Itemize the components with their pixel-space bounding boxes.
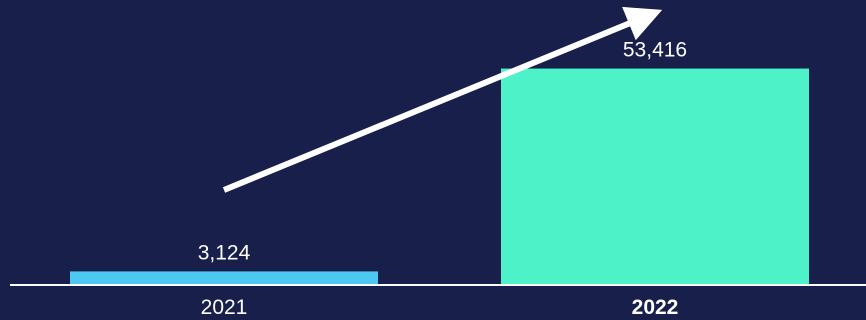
x-tick-label-2021: 2021 xyxy=(201,296,248,319)
data-label-2022: 53,416 xyxy=(623,39,687,62)
bars-layer xyxy=(70,68,809,284)
trend-arrow-icon xyxy=(222,6,663,193)
x-tick-label-2022: 2022 xyxy=(632,296,679,319)
bar-2022 xyxy=(501,68,809,284)
bar-2021 xyxy=(70,271,378,284)
data-label-2021: 3,124 xyxy=(198,241,251,264)
labels-layer: 3,124 53,416 xyxy=(198,39,687,265)
x-axis-ticks: 2021 2022 xyxy=(201,296,679,319)
